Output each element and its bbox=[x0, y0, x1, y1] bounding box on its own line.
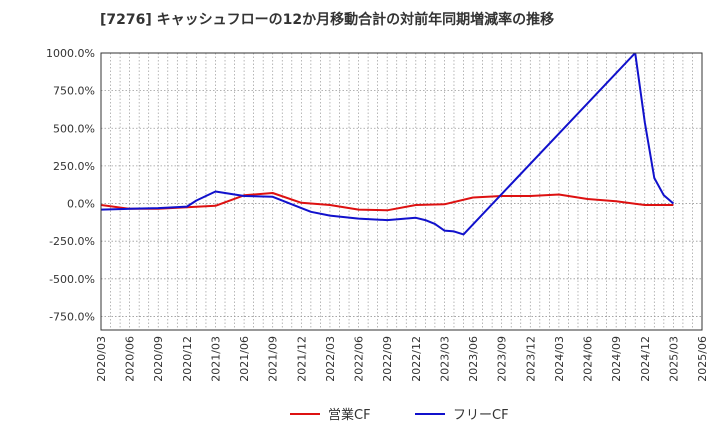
y-tick-label: 750.0% bbox=[53, 85, 95, 98]
chart-title: [7276] キャッシュフローの12か月移動合計の対前年同期増減率の推移 bbox=[100, 11, 554, 28]
x-tick-label: 2020/12 bbox=[181, 336, 194, 382]
x-tick-label: 2025/03 bbox=[667, 336, 680, 382]
legend-label-1: 営業CF bbox=[328, 407, 371, 423]
x-tick-label: 2020/06 bbox=[124, 336, 137, 382]
x-tick-label: 2020/09 bbox=[152, 336, 165, 382]
x-tick-label: 2021/03 bbox=[209, 336, 222, 382]
x-tick-label: 2022/06 bbox=[353, 336, 366, 382]
series-line-1 bbox=[101, 192, 674, 212]
plot-border bbox=[100, 52, 703, 331]
x-tick-label: 2022/12 bbox=[410, 336, 423, 382]
x-tick-label: 2022/03 bbox=[324, 336, 337, 382]
y-tick-label: -750.0% bbox=[49, 310, 95, 323]
x-tick-label: 2021/06 bbox=[238, 336, 251, 382]
x-tick-label: 2023/12 bbox=[524, 336, 537, 382]
series-line-2 bbox=[101, 53, 675, 236]
x-tick-label: 2023/09 bbox=[496, 336, 509, 382]
x-tick-label: 2020/03 bbox=[95, 336, 108, 382]
x-tick-label: 2022/09 bbox=[381, 336, 394, 382]
y-tick-label: -500.0% bbox=[49, 273, 95, 286]
y-tick-label: 250.0% bbox=[53, 160, 95, 173]
x-tick-label: 2024/12 bbox=[639, 336, 652, 382]
x-tick-label: 2024/06 bbox=[582, 336, 595, 382]
x-axis: 2020/03 2020/06 2020/09 2020/12 2021/03 2021/… bbox=[95, 336, 709, 382]
x-tick-label: 2021/09 bbox=[267, 336, 280, 382]
y-axis: 1000.0% 750.0% 500.0% 250.0% 0.0% -250.0% -500… bbox=[46, 47, 95, 323]
plot-area bbox=[101, 53, 675, 236]
x-tick-label: 2021/12 bbox=[295, 336, 308, 382]
grid bbox=[100, 52, 703, 330]
y-tick-label: 1000.0% bbox=[46, 47, 95, 60]
y-tick-label: 0.0% bbox=[67, 198, 95, 211]
x-tick-label: 2023/06 bbox=[467, 336, 480, 382]
legend: 営業CF フリーCF bbox=[290, 407, 509, 423]
x-tick-label: 2024/09 bbox=[610, 336, 623, 382]
x-tick-label: 2025/06 bbox=[696, 336, 709, 382]
y-tick-label: 500.0% bbox=[53, 122, 95, 135]
x-tick-label: 2023/03 bbox=[438, 336, 451, 382]
legend-label-2: フリーCF bbox=[453, 408, 509, 423]
y-tick-label: -250.0% bbox=[49, 235, 95, 248]
x-tick-label: 2024/03 bbox=[553, 336, 566, 382]
